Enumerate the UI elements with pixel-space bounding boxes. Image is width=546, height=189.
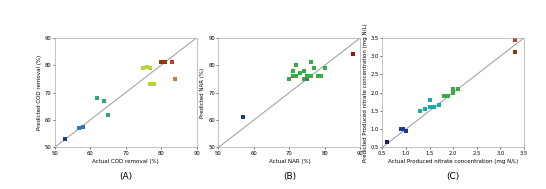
Y-axis label: Predicted COD removal (%): Predicted COD removal (%) [37,55,41,130]
Text: (B): (B) [283,172,296,180]
Y-axis label: Predicted Produced nitrate concentration (mg N/L): Predicted Produced nitrate concentration… [363,23,367,162]
Text: (A): (A) [119,172,132,180]
Text: (C): (C) [447,172,460,180]
X-axis label: Actual COD removal (%): Actual COD removal (%) [92,159,159,164]
X-axis label: Actual Produced nitrate concentration (mg N/L): Actual Produced nitrate concentration (m… [388,159,518,164]
X-axis label: Actual NAR (%): Actual NAR (%) [269,159,310,164]
Y-axis label: Predicted NAR (%): Predicted NAR (%) [200,67,205,118]
